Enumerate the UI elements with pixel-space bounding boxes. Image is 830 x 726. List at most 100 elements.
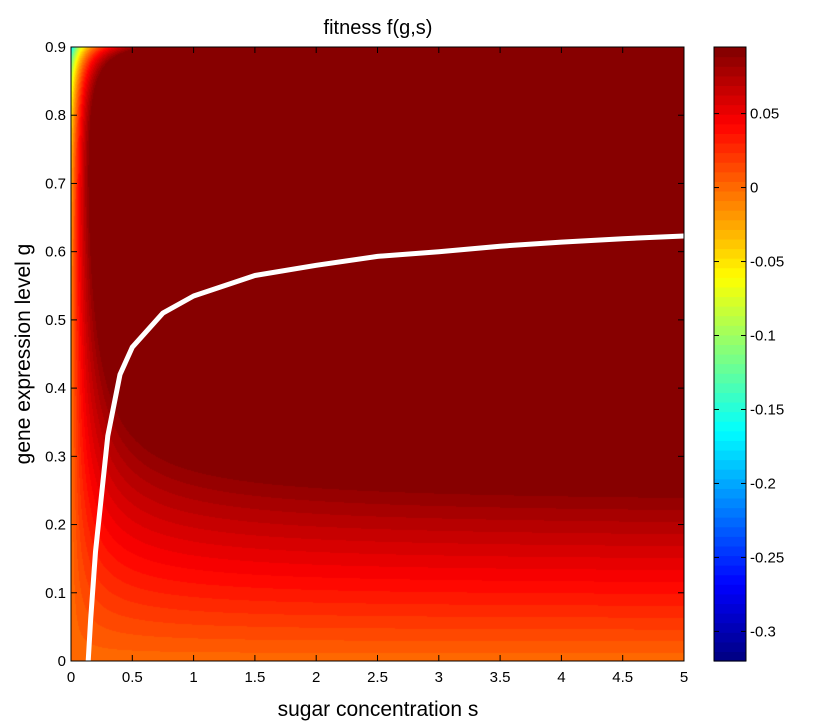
y-tick-label: 0.2 bbox=[45, 517, 66, 534]
colorbar-band bbox=[714, 488, 746, 499]
y-tick-label: 0.9 bbox=[45, 39, 66, 56]
colorbar-band bbox=[714, 497, 746, 509]
colorbar-band bbox=[714, 75, 746, 86]
colorbar-band bbox=[714, 47, 746, 58]
colorbar-band bbox=[714, 430, 746, 441]
colorbar-band bbox=[714, 354, 746, 365]
y-tick-label: 0 bbox=[58, 653, 66, 670]
x-tick-label: 5 bbox=[680, 669, 688, 686]
colorbar-band bbox=[714, 574, 746, 585]
colorbar-band bbox=[714, 238, 746, 250]
colorbar-band bbox=[714, 142, 746, 154]
colorbar-frame bbox=[713, 46, 747, 662]
colorbar-band bbox=[714, 85, 746, 96]
colorbar-band bbox=[714, 200, 746, 211]
colorbar-band bbox=[714, 104, 746, 115]
colorbar-band bbox=[714, 421, 746, 432]
y-tick-label: 0.6 bbox=[45, 244, 66, 261]
colorbar-band bbox=[714, 526, 746, 537]
colorbar-band bbox=[714, 325, 746, 336]
x-tick-label: 4 bbox=[557, 669, 565, 686]
colorbar-band bbox=[714, 363, 746, 374]
colorbar-tick-label: -0.05 bbox=[750, 254, 784, 271]
colorbar: 0.05 0 -0.05 -0.1 -0.15 -0.2 -0.25 -0.3 bbox=[713, 46, 784, 662]
colorbar-band bbox=[714, 411, 746, 422]
colorbar-band bbox=[714, 469, 746, 480]
colorbar-band bbox=[714, 334, 746, 345]
colorbar-tick-label: 0 bbox=[750, 180, 758, 197]
colorbar-ticks: 0.05 0 -0.05 -0.1 -0.15 -0.2 -0.25 -0.3 bbox=[714, 106, 784, 640]
colorbar-tick-label: 0.05 bbox=[750, 106, 779, 123]
colorbar-band bbox=[714, 114, 746, 125]
colorbar-band bbox=[714, 449, 746, 461]
colorbar-gradient bbox=[714, 47, 746, 662]
x-tick-label: 0.5 bbox=[122, 669, 143, 686]
y-tick-label: 0.4 bbox=[45, 380, 66, 397]
fitness-heatmap bbox=[71, 47, 684, 661]
colorbar-band bbox=[714, 373, 746, 384]
colorbar-band bbox=[714, 210, 746, 221]
chart-title: fitness f(g,s) bbox=[324, 17, 433, 39]
colorbar-band bbox=[714, 277, 746, 288]
x-tick-label: 3.5 bbox=[490, 669, 511, 686]
colorbar-band bbox=[714, 94, 746, 106]
x-tick-label: 2 bbox=[312, 669, 320, 686]
colorbar-band bbox=[714, 248, 746, 259]
colorbar-band bbox=[714, 306, 746, 317]
colorbar-band bbox=[714, 152, 746, 163]
x-axis-label: sugar concentration s bbox=[278, 698, 479, 721]
colorbar-band bbox=[714, 584, 746, 595]
x-tick-label: 1 bbox=[189, 669, 197, 686]
colorbar-band bbox=[714, 171, 746, 182]
colorbar-band bbox=[714, 382, 746, 393]
x-tick-label: 4.5 bbox=[612, 669, 633, 686]
colorbar-band bbox=[714, 162, 746, 173]
y-tick-label: 0.3 bbox=[45, 448, 66, 465]
colorbar-band bbox=[714, 555, 746, 566]
colorbar-band bbox=[714, 459, 746, 470]
x-axis-ticks: 0 0.5 1 1.5 2 2.5 3 3.5 4 4.5 5 bbox=[67, 47, 688, 686]
colorbar-band bbox=[714, 545, 746, 557]
x-tick-label: 1.5 bbox=[244, 669, 265, 686]
x-tick-label: 3 bbox=[435, 669, 443, 686]
colorbar-band bbox=[714, 258, 746, 269]
colorbar-band bbox=[714, 133, 746, 144]
colorbar-band bbox=[714, 478, 746, 489]
colorbar-band bbox=[714, 507, 746, 518]
colorbar-band bbox=[714, 622, 746, 633]
colorbar-tick-label: -0.3 bbox=[750, 623, 776, 640]
colorbar-band bbox=[714, 181, 746, 192]
colorbar-band bbox=[714, 565, 746, 576]
colorbar-band bbox=[714, 651, 746, 662]
x-tick-label: 2.5 bbox=[367, 669, 388, 686]
colorbar-tick-label: -0.15 bbox=[750, 401, 784, 418]
colorbar-band bbox=[714, 190, 746, 202]
y-tick-label: 0.7 bbox=[45, 175, 66, 192]
colorbar-band bbox=[714, 267, 746, 278]
y-tick-label: 0.1 bbox=[45, 585, 66, 602]
x-tick-label: 0 bbox=[67, 669, 75, 686]
colorbar-band bbox=[714, 632, 746, 643]
colorbar-band bbox=[714, 296, 746, 307]
y-axis-ticks: 0 0.1 0.2 0.3 0.4 0.5 0.6 0.7 0.8 0.9 bbox=[45, 39, 684, 670]
colorbar-band bbox=[714, 219, 746, 230]
colorbar-band bbox=[714, 536, 746, 547]
colorbar-tick-label: -0.2 bbox=[750, 475, 776, 492]
colorbar-band bbox=[714, 517, 746, 528]
colorbar-band bbox=[714, 440, 746, 451]
colorbar-band bbox=[714, 613, 746, 624]
colorbar-band bbox=[714, 603, 746, 614]
colorbar-tick-label: -0.1 bbox=[750, 328, 776, 345]
colorbar-tick-label: -0.25 bbox=[750, 549, 784, 566]
colorbar-band bbox=[714, 286, 746, 298]
colorbar-band bbox=[714, 593, 746, 605]
colorbar-band bbox=[714, 401, 746, 413]
colorbar-band bbox=[714, 66, 746, 77]
y-tick-label: 0.8 bbox=[45, 107, 66, 124]
colorbar-band bbox=[714, 641, 746, 652]
optimal-expression-curve bbox=[85, 233, 685, 662]
y-axis-label: gene expression level g bbox=[12, 244, 35, 465]
colorbar-band bbox=[714, 123, 746, 134]
colorbar-band bbox=[714, 315, 746, 326]
